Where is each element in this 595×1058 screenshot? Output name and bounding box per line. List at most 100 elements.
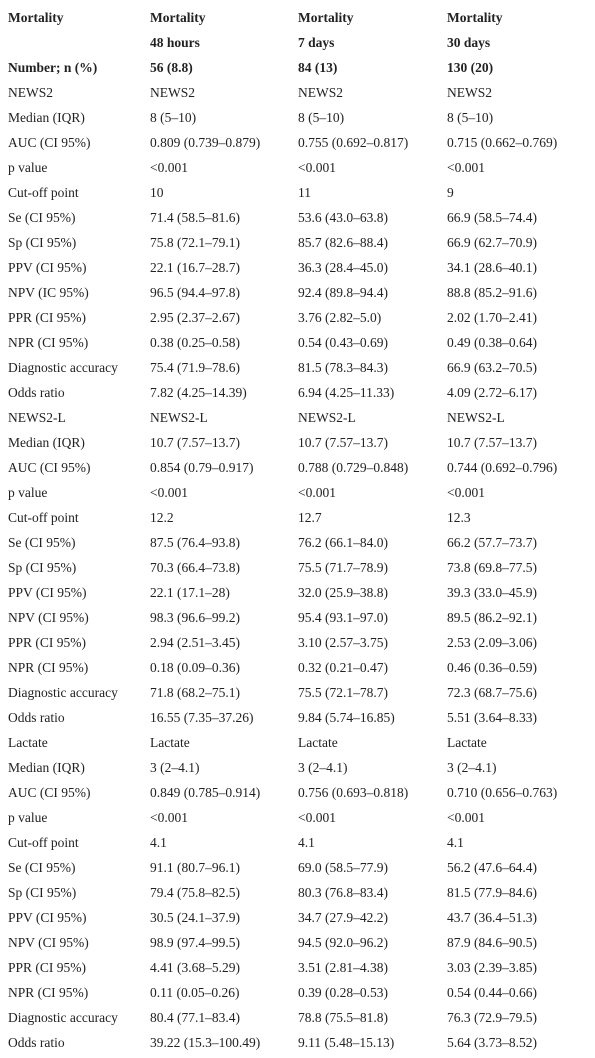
table-cell: 66.9 (63.2–70.5)	[447, 360, 537, 375]
row-label: NPV (CI 95%)	[8, 935, 89, 950]
row-label: Se (CI 95%)	[8, 210, 76, 225]
row-label: Sp (CI 95%)	[8, 885, 77, 900]
table-cell: 10	[150, 185, 164, 200]
table-cell: <0.001	[447, 160, 485, 175]
header-number-cell: 130 (20)	[447, 60, 494, 75]
table-cell: 10.7 (7.57–13.7)	[447, 435, 537, 450]
table-cell: 3 (2–4.1)	[298, 760, 348, 775]
table-cell: 0.54 (0.43–0.69)	[298, 335, 388, 350]
table-cell: 0.46 (0.36–0.59)	[447, 660, 537, 675]
table-cell: 2.02 (1.70–2.41)	[447, 310, 537, 325]
table-cell: 87.9 (84.6–90.5)	[447, 935, 537, 950]
table-cell: 34.7 (27.9–42.2)	[298, 910, 388, 925]
row-label: PPV (CI 95%)	[8, 910, 87, 925]
row-label: NPR (CI 95%)	[8, 335, 89, 350]
table-cell: 66.9 (62.7–70.9)	[447, 235, 537, 250]
table-cell: 3.51 (2.81–4.38)	[298, 960, 388, 975]
table-cell: 30.5 (24.1–37.9)	[150, 910, 240, 925]
table-cell: NEWS2-L	[150, 410, 208, 425]
table-cell: 98.9 (97.4–99.5)	[150, 935, 240, 950]
table-cell: 12.7	[298, 510, 322, 525]
table-cell: 0.756 (0.693–0.818)	[298, 785, 409, 800]
table-cell: 56.2 (47.6–64.4)	[447, 860, 537, 875]
row-label: p value	[8, 485, 48, 500]
table-cell: 16.55 (7.35–37.26)	[150, 710, 254, 725]
row-label: PPV (CI 95%)	[8, 585, 87, 600]
table-cell: 8 (5–10)	[298, 110, 345, 125]
table-cell: 79.4 (75.8–82.5)	[150, 885, 240, 900]
table-cell: 0.854 (0.79–0.917)	[150, 460, 254, 475]
table-cell: 10.7 (7.57–13.7)	[298, 435, 388, 450]
table-cell: 71.8 (68.2–75.1)	[150, 685, 240, 700]
table-cell: 12.3	[447, 510, 471, 525]
table-cell: 22.1 (16.7–28.7)	[150, 260, 240, 275]
header-number-cell: 84 (13)	[298, 60, 338, 75]
header-cell: Mortality	[8, 10, 64, 25]
table-cell: 76.2 (66.1–84.0)	[298, 535, 388, 550]
row-label: NPR (CI 95%)	[8, 660, 89, 675]
row-label: AUC (CI 95%)	[8, 135, 91, 150]
table-cell: 85.7 (82.6–88.4)	[298, 235, 388, 250]
table-cell: 4.1	[150, 835, 167, 850]
table-cell: 3 (2–4.1)	[447, 760, 497, 775]
table-cell: 4.1	[447, 835, 464, 850]
table-cell: 0.788 (0.729–0.848)	[298, 460, 409, 475]
table-cell: 3.03 (2.39–3.85)	[447, 960, 537, 975]
table-cell: <0.001	[298, 160, 336, 175]
row-label: NPV (CI 95%)	[8, 610, 89, 625]
header-number-cell: 56 (8.8)	[150, 60, 193, 75]
table-cell: <0.001	[447, 810, 485, 825]
row-label: Median (IQR)	[8, 760, 85, 775]
table-cell: 2.53 (2.09–3.06)	[447, 635, 537, 650]
table-cell: 96.5 (94.4–97.8)	[150, 285, 240, 300]
row-label: NPR (CI 95%)	[8, 985, 89, 1000]
table-cell: <0.001	[150, 485, 188, 500]
table-cell: 5.51 (3.64–8.33)	[447, 710, 537, 725]
table-cell: 5.64 (3.73–8.52)	[447, 1035, 537, 1050]
table-cell: 3.76 (2.82–5.0)	[298, 310, 382, 325]
table-cell: 34.1 (28.6–40.1)	[447, 260, 537, 275]
table-cell: NEWS2	[447, 85, 492, 100]
table-cell: 94.5 (92.0–96.2)	[298, 935, 388, 950]
table-cell: 0.11 (0.05–0.26)	[150, 985, 240, 1000]
row-label: Diagnostic accuracy	[8, 1010, 118, 1025]
table-cell: 36.3 (28.4–45.0)	[298, 260, 388, 275]
table-cell: 53.6 (43.0–63.8)	[298, 210, 388, 225]
row-label: PPR (CI 95%)	[8, 960, 87, 975]
table-cell: 10.7 (7.57–13.7)	[150, 435, 240, 450]
table-cell: 3.10 (2.57–3.75)	[298, 635, 388, 650]
table-cell: 88.8 (85.2–91.6)	[447, 285, 537, 300]
table-cell: 92.4 (89.8–94.4)	[298, 285, 388, 300]
table-cell: 75.5 (71.7–78.9)	[298, 560, 388, 575]
table-cell: 0.744 (0.692–0.796)	[447, 460, 558, 475]
table-cell: 2.94 (2.51–3.45)	[150, 635, 240, 650]
header-cell: 30 days	[447, 35, 491, 50]
table-cell: NEWS2	[298, 85, 343, 100]
row-label: Se (CI 95%)	[8, 860, 76, 875]
header-cell: Mortality	[298, 10, 354, 25]
table-cell: 69.0 (58.5–77.9)	[298, 860, 388, 875]
table-cell: 95.4 (93.1–97.0)	[298, 610, 388, 625]
row-label: Cut-off point	[8, 510, 79, 525]
table-cell: 0.849 (0.785–0.914)	[150, 785, 261, 800]
row-label: Diagnostic accuracy	[8, 360, 118, 375]
table-cell: 75.8 (72.1–79.1)	[150, 235, 240, 250]
row-label: p value	[8, 160, 48, 175]
table-cell: 81.5 (78.3–84.3)	[298, 360, 388, 375]
row-label: Cut-off point	[8, 835, 79, 850]
table-cell: NEWS2-L	[298, 410, 356, 425]
table-cell: 87.5 (76.4–93.8)	[150, 535, 240, 550]
header-cell: Mortality	[447, 10, 503, 25]
table-cell: 0.38 (0.25–0.58)	[150, 335, 240, 350]
header-cell: 7 days	[298, 35, 335, 50]
row-label: Sp (CI 95%)	[8, 560, 77, 575]
table-cell: <0.001	[150, 160, 188, 175]
table-cell: 2.95 (2.37–2.67)	[150, 310, 240, 325]
table-cell: 0.49 (0.38–0.64)	[447, 335, 537, 350]
table-cell: <0.001	[298, 810, 336, 825]
table-cell: 66.9 (58.5–74.4)	[447, 210, 537, 225]
table-cell: 9.11 (5.48–15.13)	[298, 1035, 395, 1050]
table-cell: 8 (5–10)	[150, 110, 197, 125]
row-label: Lactate	[8, 735, 48, 750]
